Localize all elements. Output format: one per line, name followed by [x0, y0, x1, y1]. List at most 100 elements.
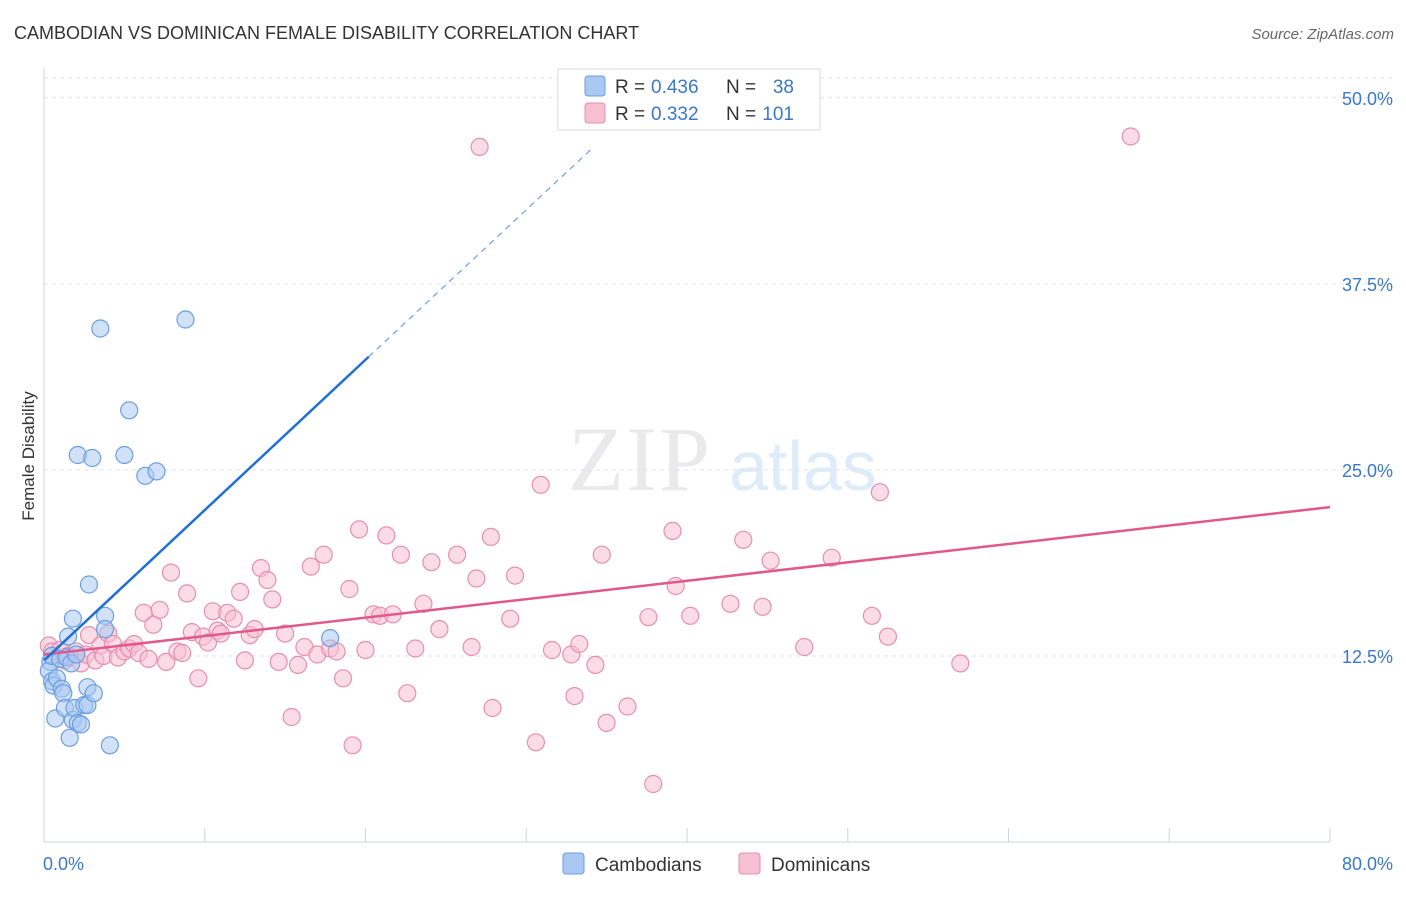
cambodian-point: [84, 684, 103, 703]
legend-n-label-dominicans: N =: [726, 104, 756, 125]
dominican-point: [414, 594, 433, 613]
dominican-point: [157, 652, 176, 672]
y-tick-label: 12.5%: [1342, 647, 1393, 667]
cambodian-point: [71, 715, 91, 734]
cambodian-point: [147, 462, 166, 481]
dominican-point: [526, 733, 546, 752]
dominican-point: [448, 545, 467, 564]
y-axis-label: Female Disability: [19, 391, 38, 521]
legend-n-label-cambodians: N =: [726, 77, 756, 98]
dominican-point: [501, 609, 520, 628]
dominican-point: [878, 627, 898, 646]
dominican-point: [597, 713, 616, 733]
dominican-point: [862, 606, 882, 625]
watermark: ZIP atlas: [568, 408, 877, 510]
watermark-zip: ZIP: [568, 408, 712, 510]
dominican-point: [263, 590, 282, 609]
legend-box: R = 0.436 N = 38 R = 0.332 N = 101: [557, 68, 821, 131]
dominican-point: [173, 643, 192, 663]
dominican-point: [258, 570, 277, 590]
gridlines: [44, 77, 1392, 657]
dominican-point: [398, 684, 417, 703]
dominican-point: [681, 606, 700, 625]
source-label: Source: ZipAtlas.com: [1251, 26, 1394, 43]
cambodian-point: [95, 619, 115, 639]
x-axis-ticks: [43, 828, 1331, 842]
cambodians-trendline-extension: [368, 149, 591, 358]
dominicans-points: [39, 127, 1140, 794]
x-tick-label-max: 80.0%: [1342, 854, 1393, 874]
legend-r-label-dominicans: R =: [615, 104, 645, 125]
dominicans-trendline: [43, 505, 1331, 656]
dominican-point: [542, 640, 562, 660]
dominican-point: [356, 640, 375, 660]
bottom-legend-label-dominicans: Dominicans: [771, 855, 870, 876]
bottom-legend-swatch-cambodians: [562, 852, 585, 875]
legend-r-value-cambodians: 0.436: [651, 77, 699, 98]
dominican-point: [161, 563, 181, 582]
legend-n-value-dominicans: 101: [762, 104, 794, 125]
dominican-point: [734, 530, 753, 549]
cambodian-point: [67, 645, 86, 664]
dominican-point: [276, 624, 295, 643]
dominican-point: [666, 576, 685, 596]
dominican-point: [467, 569, 486, 588]
legend-n-value-cambodians: 38: [773, 77, 794, 98]
bottom-legend: Cambodians Dominicans: [562, 852, 870, 876]
dominican-point: [343, 736, 362, 755]
dominican-point: [178, 584, 197, 603]
dominican-point: [282, 707, 301, 727]
dominican-point: [189, 669, 208, 688]
y-tick-label: 50.0%: [1342, 89, 1393, 109]
dominican-point: [430, 619, 449, 639]
dominican-point: [795, 637, 814, 657]
cambodian-point: [176, 310, 195, 329]
cambodian-point: [63, 609, 83, 628]
trendlines: [43, 149, 1331, 662]
dominican-point: [150, 600, 169, 619]
dominican-point: [822, 548, 841, 567]
dominican-point: [481, 527, 500, 547]
dominican-point: [483, 698, 502, 718]
dominican-point: [663, 521, 682, 541]
dominican-point: [505, 566, 525, 585]
dominican-point: [761, 551, 780, 570]
dominican-point: [224, 609, 243, 628]
dominican-point: [314, 545, 333, 564]
dominican-point: [870, 483, 890, 502]
dominican-point: [288, 655, 308, 675]
legend-r-value-dominicans: 0.332: [651, 104, 699, 125]
cambodians-trendline: [43, 355, 370, 662]
cambodian-point: [60, 728, 79, 747]
dominican-point: [951, 654, 970, 673]
dominican-point: [644, 774, 663, 794]
dominican-point: [570, 634, 589, 654]
legend-swatch-cambodians: [584, 75, 606, 97]
dominican-point: [531, 475, 550, 494]
dominican-point: [639, 608, 658, 627]
bottom-legend-label-cambodians: Cambodians: [595, 855, 702, 876]
cambodian-point: [321, 628, 340, 648]
legend-swatch-dominicans: [584, 102, 606, 124]
y-tick-labels: 12.5% 25.0% 37.5% 50.0%: [1342, 89, 1393, 667]
dominican-point: [1121, 127, 1140, 146]
dominican-point: [235, 651, 254, 670]
dominican-point: [79, 625, 99, 645]
dominican-point: [269, 652, 288, 672]
cambodian-point: [100, 736, 120, 755]
cambodian-point: [91, 319, 110, 338]
cambodian-point: [79, 575, 99, 594]
dominican-point: [350, 520, 369, 539]
dominican-point: [592, 545, 611, 564]
dominican-point: [391, 545, 410, 564]
dominican-point: [618, 697, 637, 716]
dominican-point: [139, 649, 158, 669]
dominican-point: [422, 553, 441, 572]
cambodian-point: [115, 445, 134, 465]
dominican-point: [721, 594, 740, 613]
dominican-point: [470, 137, 489, 156]
dominican-point: [565, 686, 584, 706]
dominican-point: [586, 655, 605, 675]
